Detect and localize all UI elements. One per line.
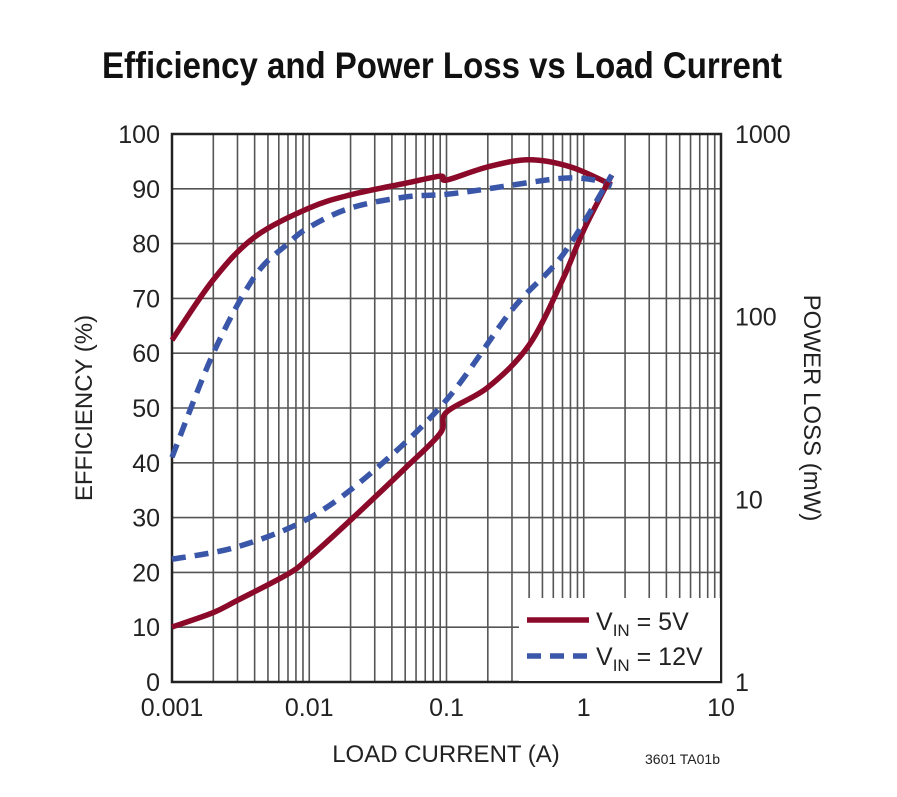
y-tick-label: 80 <box>132 231 160 259</box>
x-tick-label: 0.1 <box>429 694 464 722</box>
x-tick-label: 10 <box>707 694 735 722</box>
series-line-efficiency-12v <box>169 175 613 459</box>
y-tick-label: 0 <box>146 669 160 697</box>
y-tick-label: 50 <box>132 395 160 423</box>
x-axis-label: LOAD CURRENT (A) <box>332 741 560 768</box>
y-tick-label: 10 <box>132 614 160 642</box>
chart-title: Efficiency and Power Loss vs Load Curren… <box>102 45 782 86</box>
x-tick-label: 1 <box>577 694 591 722</box>
y-tick-label: 60 <box>132 340 160 368</box>
y-axis-label: EFFICIENCY (%) <box>71 315 98 501</box>
series-line-efficiency-5v <box>169 157 613 342</box>
tick-labels: 0.001 0.01 0.1 1 100102030405060708090100110… <box>118 121 790 722</box>
y2-tick-label: 1 <box>735 669 749 697</box>
y2-tick-label: 1000 <box>735 121 791 149</box>
legend: VIN = 5V VIN = 12V <box>519 598 720 681</box>
y-tick-label: 90 <box>132 176 160 204</box>
y-tick-label: 20 <box>132 559 160 587</box>
x-tick-label: 0.001 <box>141 694 204 722</box>
grid <box>170 132 723 684</box>
legend-label-12v: VIN = 12V <box>596 643 703 675</box>
y2-tick-label: 100 <box>735 304 777 332</box>
y2-tick-label: 10 <box>735 486 763 514</box>
y-tick-label: 30 <box>132 505 160 533</box>
x-tick-label: 0.01 <box>285 694 334 722</box>
legend-label-5v: VIN = 5V <box>596 608 689 640</box>
y-tick-label: 70 <box>132 285 160 313</box>
y2-axis-label: POWER LOSS (mW) <box>798 295 825 522</box>
series-line-power_loss-12v <box>171 173 615 562</box>
curves <box>169 157 615 630</box>
plot-frame <box>170 132 723 684</box>
figure-code: 3601 TA01b <box>645 751 720 767</box>
legend-background <box>519 598 720 681</box>
y-tick-label: 100 <box>118 121 160 149</box>
series-line-power_loss-5v <box>171 173 615 630</box>
y-tick-label: 40 <box>132 450 160 478</box>
